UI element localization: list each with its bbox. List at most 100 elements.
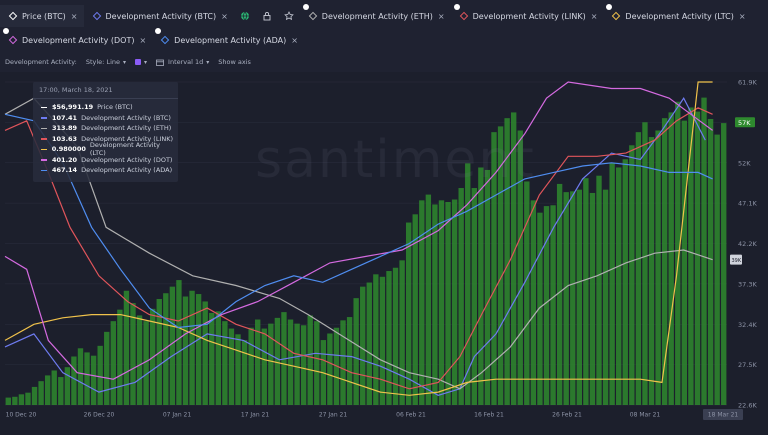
drag-dot-icon	[302, 4, 309, 10]
price-bar	[104, 331, 110, 405]
star-button[interactable]	[279, 6, 299, 26]
price-bar	[642, 122, 648, 405]
price-bar	[432, 204, 438, 405]
price-bar	[714, 134, 720, 405]
price-bar	[202, 301, 208, 405]
tooltip-label: Development Activity (LTC)	[89, 141, 161, 158]
price-bar	[701, 97, 707, 405]
price-bar	[209, 312, 215, 405]
tooltip-label: Development Activity (LINK)	[81, 134, 174, 143]
tooltip-row: 107.41 Development Activity (BTC)	[33, 113, 178, 124]
current-price-label: 57K	[738, 119, 751, 127]
price-bar	[38, 381, 44, 405]
metric-tab[interactable]: Development Activity (LTC) ×	[603, 4, 751, 27]
price-bar	[616, 167, 622, 405]
price-bar	[530, 200, 537, 405]
close-icon[interactable]: ×	[590, 11, 598, 21]
price-bar	[25, 392, 31, 405]
metric-tab[interactable]: Development Activity (DOT) ×	[0, 28, 152, 51]
metric-tab-label: Development Activity (DOT)	[22, 35, 135, 45]
price-bar	[471, 188, 477, 405]
price-bar	[274, 317, 281, 405]
series-diamond-icon	[8, 11, 18, 21]
price-bar	[44, 375, 51, 405]
tooltip-value: 467.14	[52, 166, 78, 175]
price-bar	[110, 321, 116, 405]
metric-tab-label: Development Activity (ADA)	[174, 35, 287, 45]
lock-button[interactable]	[257, 6, 277, 26]
series-diamond-icon	[612, 11, 621, 21]
x-tick-label: 18 Mar 21	[708, 412, 739, 419]
metric-tab[interactable]: Price (BTC) ×	[0, 5, 84, 27]
price-bar	[51, 370, 57, 405]
globe-button[interactable]	[235, 6, 255, 26]
y-tick-label: 37.3K	[738, 280, 757, 288]
price-bar	[491, 132, 497, 405]
close-icon[interactable]: ×	[291, 35, 298, 45]
chevron-down-icon: ▾	[123, 58, 127, 66]
price-bar	[694, 111, 701, 406]
price-bar	[18, 394, 25, 405]
close-icon[interactable]: ×	[437, 11, 445, 21]
x-tick-label: 08 Mar 21	[630, 412, 661, 419]
series-diamond-icon	[308, 11, 318, 21]
price-bar	[294, 323, 300, 405]
price-bar	[31, 386, 38, 405]
tooltip-label: Price (BTC)	[97, 103, 133, 112]
drag-dot-icon	[453, 4, 460, 10]
metric-tab-bar: Price (BTC) × Development Activity (BTC) × D…	[0, 4, 768, 28]
legend-swatch	[41, 138, 47, 140]
price-bar	[215, 311, 221, 405]
chart-canvas[interactable]: 61.9K 57K 52K 47.1K 42.2K 37.3K 32.4K 27.5K 22.6…	[0, 72, 768, 435]
color-picker[interactable]: ▾	[135, 59, 147, 66]
chart-area[interactable]: 61.9K 57K 52K 47.1K 42.2K 37.3K 32.4K 27.5K 22.6…	[0, 72, 768, 435]
metric-tab[interactable]: Development Activity (LINK) ×	[451, 4, 604, 27]
price-bar	[392, 267, 399, 405]
price-bar	[228, 328, 235, 405]
x-tick-label: 07 Jan 21	[163, 412, 192, 419]
metric-tab[interactable]: Development Activity (BTC) ×	[84, 5, 234, 27]
price-bar	[688, 107, 694, 406]
price-bar	[445, 201, 451, 405]
price-bar	[570, 191, 576, 405]
tooltip-label: Development Activity (ADA)	[81, 166, 173, 175]
price-bar	[300, 325, 307, 405]
legend-swatch	[41, 127, 47, 129]
style-dropdown[interactable]: Style: Line ▾	[86, 58, 126, 66]
calendar-icon	[156, 59, 164, 66]
series-diamond-icon	[459, 11, 468, 21]
price-bar	[478, 167, 484, 405]
price-bar	[675, 101, 681, 405]
x-tick-label: 16 Feb 21	[474, 412, 504, 419]
show-axis-toggle[interactable]: Show axis	[218, 58, 251, 66]
price-bar	[425, 194, 432, 405]
price-bar	[222, 321, 228, 405]
watermark: santiment	[255, 130, 536, 190]
close-icon[interactable]: ×	[221, 11, 228, 21]
metric-tab[interactable]: Development Activity (ADA) ×	[152, 28, 304, 51]
series-diamond-icon	[160, 35, 170, 45]
price-bar	[255, 319, 261, 405]
price-bar	[563, 192, 569, 405]
dev-activity-line	[4, 81, 713, 380]
price-bar	[77, 348, 84, 405]
y-tick-label: 61.9K	[738, 79, 757, 87]
interval-dropdown[interactable]: Interval 1d ▾	[156, 58, 209, 66]
dev-activity-line	[4, 107, 713, 390]
price-bar	[596, 175, 602, 405]
close-icon[interactable]: ×	[738, 11, 746, 21]
price-bar	[241, 340, 248, 405]
price-bar	[589, 192, 596, 405]
metric-tab[interactable]: Development Activity (ETH) ×	[300, 4, 451, 27]
price-bar	[635, 132, 642, 405]
price-bar	[412, 214, 418, 405]
price-bar	[517, 130, 523, 405]
close-icon[interactable]: ×	[70, 11, 78, 21]
price-bar	[373, 274, 379, 405]
close-icon[interactable]: ×	[139, 35, 147, 45]
price-bar	[58, 377, 64, 405]
price-bar	[465, 163, 471, 405]
tooltip-value: 313.89	[52, 124, 78, 133]
price-bar	[189, 290, 195, 405]
metric-tab-label: Development Activity (LINK)	[472, 11, 586, 21]
